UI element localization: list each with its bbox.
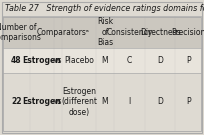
Text: M: M bbox=[102, 97, 108, 106]
Text: Table 27   Strength of evidence ratings domains for quality of life: Table 27 Strength of evidence ratings do… bbox=[5, 4, 204, 13]
Text: Risk
of
Bias: Risk of Bias bbox=[97, 18, 113, 47]
Text: I: I bbox=[128, 97, 131, 106]
Text: P: P bbox=[186, 56, 191, 65]
Text: D: D bbox=[157, 56, 163, 65]
Text: Comparatorsᵃ: Comparatorsᵃ bbox=[37, 28, 89, 37]
Text: Number of
Comparisons: Number of Comparisons bbox=[0, 23, 41, 42]
Bar bbox=[3, 73, 201, 131]
Text: Directness: Directness bbox=[140, 28, 181, 37]
Text: C: C bbox=[127, 56, 132, 65]
Text: Consistency: Consistency bbox=[106, 28, 153, 37]
Text: D: D bbox=[157, 97, 163, 106]
Text: Estrogen: Estrogen bbox=[23, 97, 61, 106]
Text: M: M bbox=[102, 56, 108, 65]
Text: Estrogen: Estrogen bbox=[23, 56, 61, 65]
Text: Precision: Precision bbox=[171, 28, 204, 37]
Text: 48: 48 bbox=[11, 56, 22, 65]
Text: 22: 22 bbox=[11, 97, 22, 106]
Bar bbox=[3, 48, 201, 73]
Text: Estrogen
(different
dose): Estrogen (different dose) bbox=[61, 87, 97, 117]
Text: Placebo: Placebo bbox=[64, 56, 94, 65]
Text: P: P bbox=[186, 97, 191, 106]
Text: vs: vs bbox=[54, 97, 63, 106]
Bar bbox=[3, 17, 201, 48]
Text: vs: vs bbox=[54, 56, 63, 65]
